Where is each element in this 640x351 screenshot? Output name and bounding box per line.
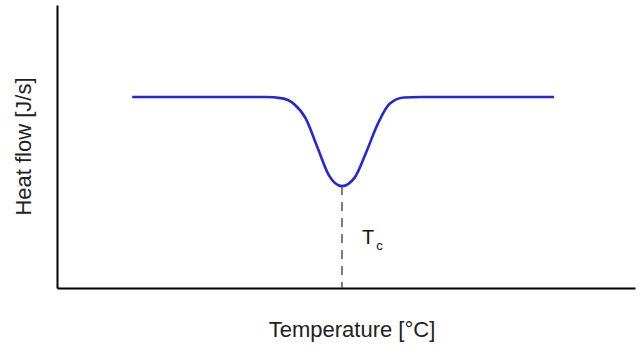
axis-line bbox=[57, 6, 59, 289]
y-axis bbox=[57, 6, 58, 289]
plot-area: Tc bbox=[58, 6, 636, 289]
x-axis bbox=[58, 288, 636, 289]
annotation-text: T bbox=[362, 226, 374, 248]
x-axis-title: Temperature [°C] bbox=[269, 317, 436, 342]
data-layer bbox=[132, 97, 554, 288]
guide-line bbox=[341, 186, 343, 288]
axis-line bbox=[58, 288, 636, 290]
chart: Tc Heat flow [J/s] Temperature [°C] bbox=[0, 0, 640, 351]
y-axis-title: Heat flow [J/s] bbox=[11, 77, 36, 215]
curve bbox=[132, 97, 554, 186]
annotation: Tc bbox=[362, 226, 383, 253]
annotation-subscript: c bbox=[376, 238, 383, 253]
